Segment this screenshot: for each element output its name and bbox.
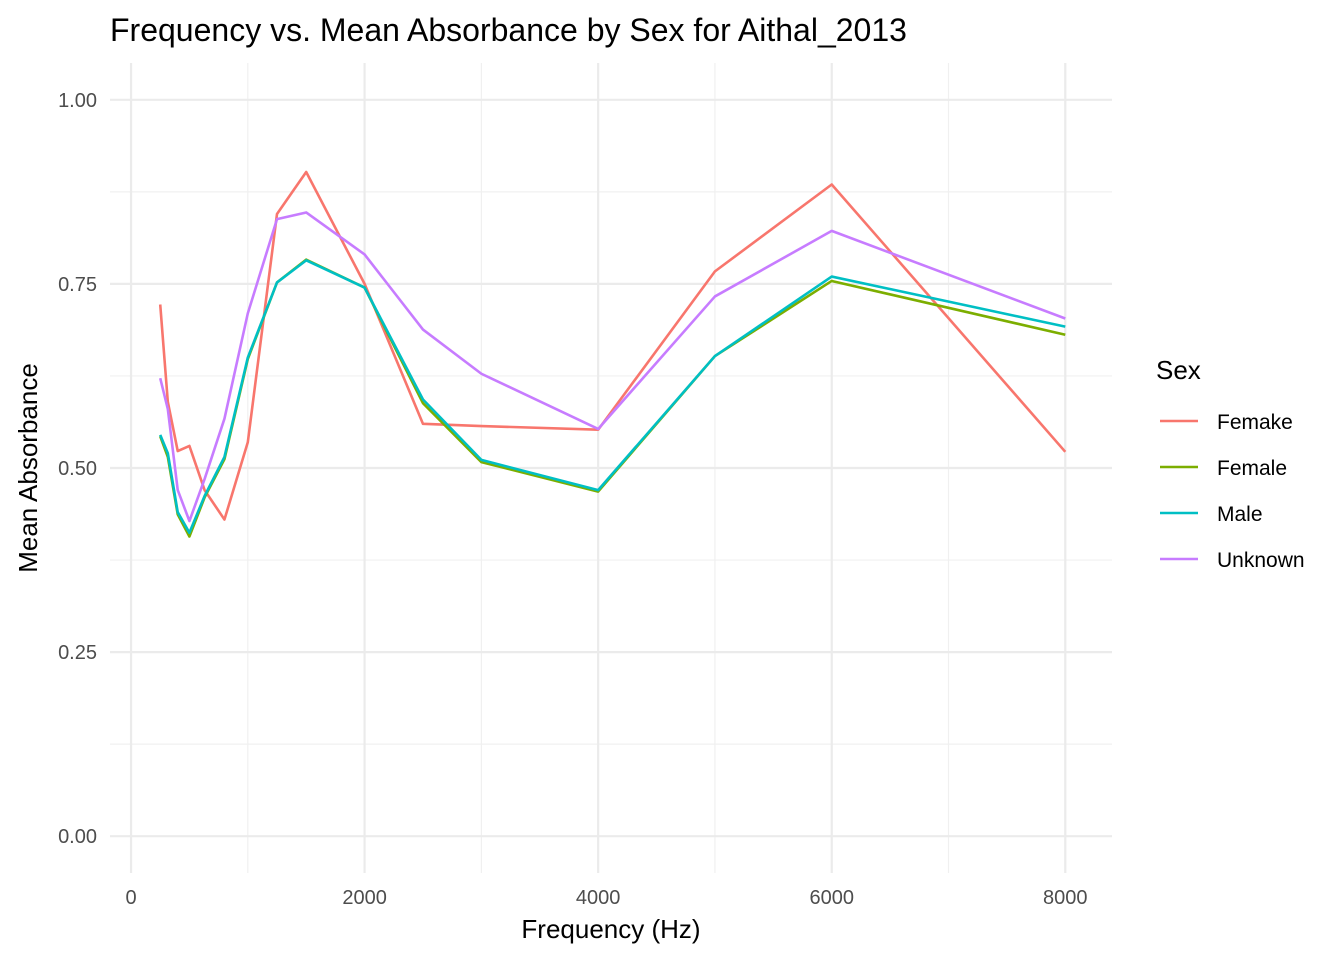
series-line-femake: [158, 170, 1067, 521]
legend-label-female: Female: [1217, 457, 1287, 480]
major-gridlines: [110, 63, 1112, 873]
x-axis-tick-labels: 0 2000 4000 6000 8000: [125, 887, 1087, 909]
y-tick-label-1: 0.25: [58, 642, 97, 664]
x-axis-title: Frequency (Hz): [521, 914, 700, 944]
legend-title: Sex: [1156, 355, 1201, 385]
series-line-male: [159, 259, 1066, 535]
legend-label-male: Male: [1217, 503, 1263, 526]
y-tick-label-2: 0.50: [58, 458, 97, 480]
y-tick-label-3: 0.75: [58, 274, 97, 296]
y-tick-label-4: 1.00: [58, 90, 97, 112]
legend-label-femake: Femake: [1217, 411, 1293, 434]
series-lines: [158, 170, 1067, 538]
x-tick-label-0: 0: [125, 887, 136, 909]
y-axis-title: Mean Absorbance: [13, 363, 43, 573]
legend-label-unknown: Unknown: [1217, 549, 1305, 572]
x-tick-label-1: 2000: [342, 887, 387, 909]
series-line-unknown: [158, 211, 1066, 523]
chart-title: Frequency vs. Mean Absorbance by Sex for…: [110, 12, 907, 48]
x-tick-label-2: 4000: [576, 887, 621, 909]
x-tick-label-3: 6000: [809, 887, 854, 909]
legend-items: Femake Female Male Unknown: [1160, 411, 1305, 572]
y-axis-tick-labels: 0.00 0.25 0.50 0.75 1.00: [58, 90, 97, 848]
y-tick-label-0: 0.00: [58, 826, 97, 848]
legend: Sex Femake Female Male Unknown: [1156, 355, 1305, 572]
x-tick-label-4: 8000: [1043, 887, 1088, 909]
